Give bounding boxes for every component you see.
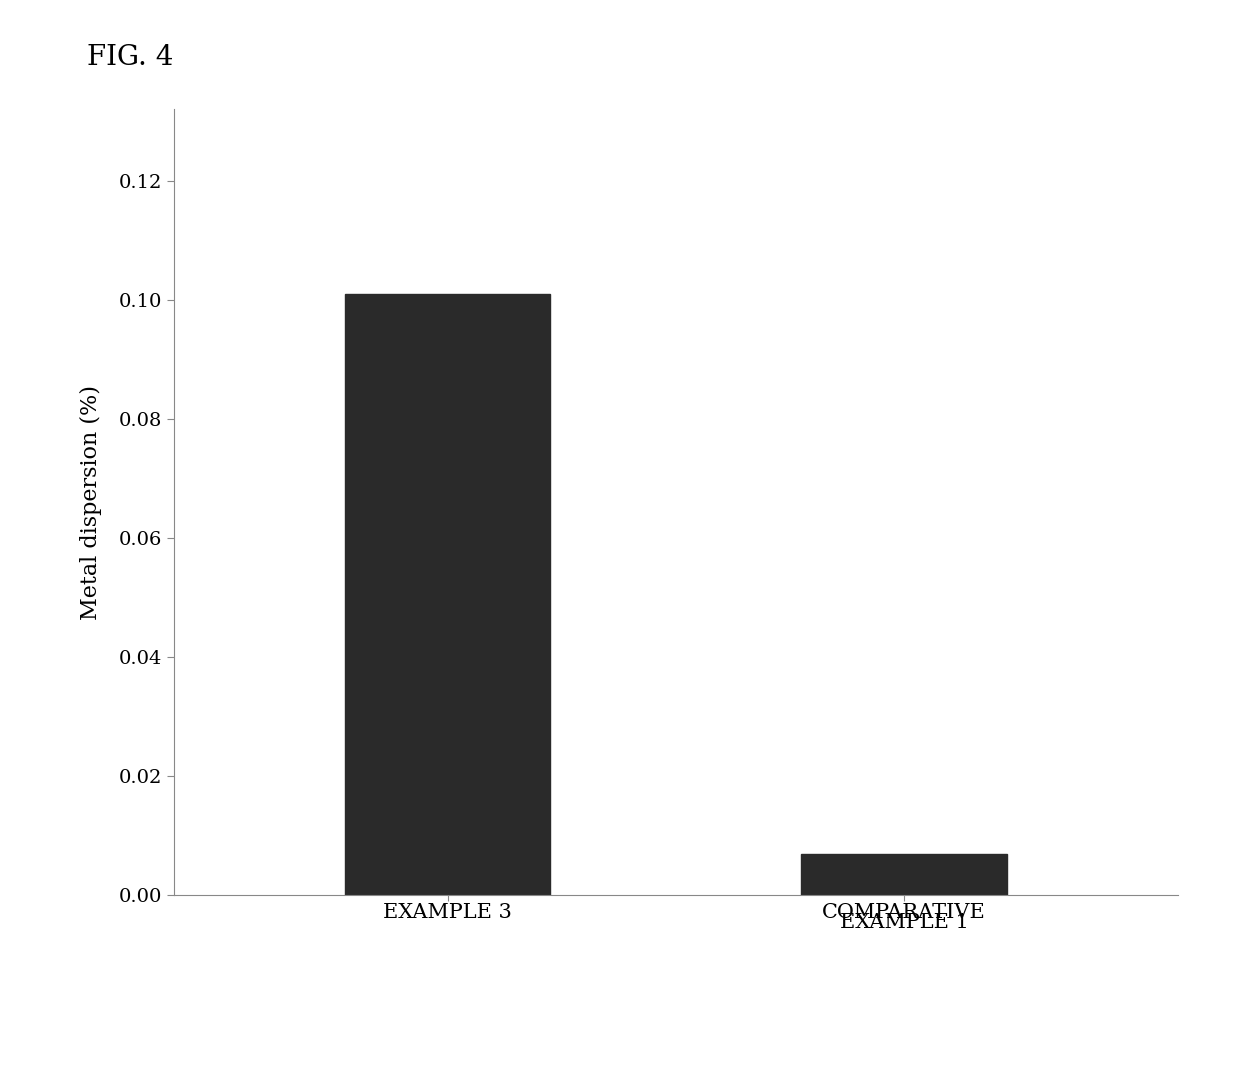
Text: FIG. 4: FIG. 4	[87, 44, 174, 71]
Y-axis label: Metal dispersion (%): Metal dispersion (%)	[79, 384, 102, 620]
Text: EXAMPLE 3: EXAMPLE 3	[383, 903, 512, 923]
Bar	[345, 294, 551, 895]
Bar	[801, 854, 1007, 895]
Text: COMPARATIVE: COMPARATIVE	[822, 903, 986, 923]
Text: EXAMPLE 1: EXAMPLE 1	[839, 913, 968, 931]
